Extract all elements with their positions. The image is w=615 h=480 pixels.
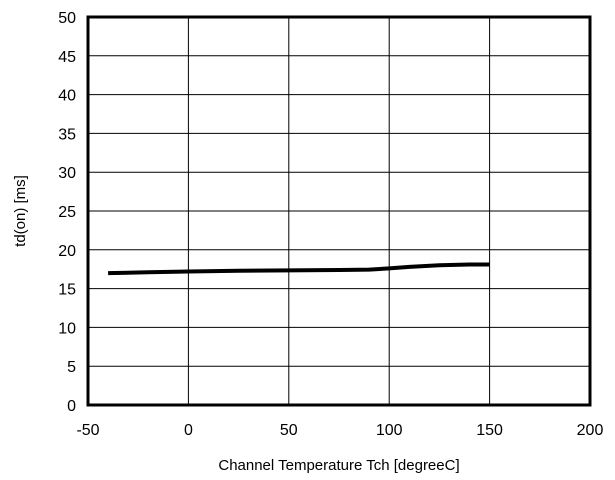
x-tick-label-4: 150 — [476, 422, 503, 439]
y-tick-label-4: 20 — [58, 243, 76, 260]
y-tick-label-7: 35 — [58, 126, 76, 143]
x-tick-label-2: 50 — [280, 422, 298, 439]
y-tick-label-10: 50 — [58, 10, 76, 27]
x-tick-label-0: -50 — [76, 422, 99, 439]
series-line-0 — [108, 262, 490, 276]
x-axis-title: Channel Temperature Tch [degreeC] — [218, 457, 459, 474]
y-tick-label-1: 5 — [67, 359, 76, 376]
y-tick-label-3: 15 — [58, 282, 76, 299]
y-axis-title: td(on) [ms] — [12, 175, 29, 247]
series-layer — [108, 262, 490, 276]
y-tick-label-5: 25 — [58, 204, 76, 221]
x-tick-label-1: 0 — [184, 422, 193, 439]
x-tick-labels: -50 0 50 100 150 200 — [76, 422, 603, 439]
y-tick-label-2: 10 — [58, 320, 76, 337]
y-tick-label-9: 45 — [58, 49, 76, 66]
x-tick-label-5: 200 — [577, 422, 604, 439]
grid-lines — [87, 16, 591, 406]
y-tick-label-6: 30 — [58, 165, 76, 182]
x-tick-label-3: 100 — [376, 422, 403, 439]
y-tick-label-0: 0 — [67, 398, 76, 415]
y-tick-label-8: 40 — [58, 88, 76, 105]
plot-frame — [86, 15, 592, 407]
y-tick-labels: 0 5 10 15 20 25 30 35 40 45 50 — [58, 10, 76, 415]
